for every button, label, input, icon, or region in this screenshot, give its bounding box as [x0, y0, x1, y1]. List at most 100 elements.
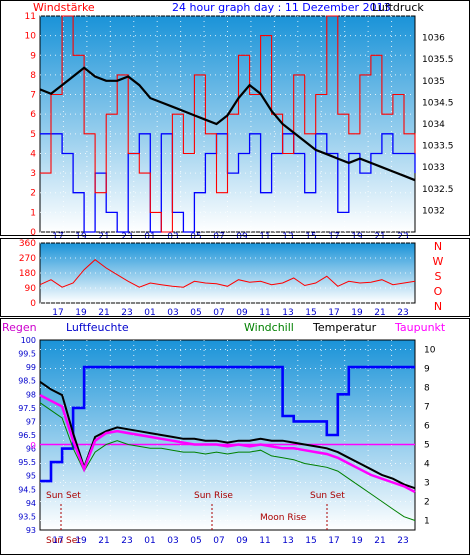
wind-axis-tick-label: 6: [30, 110, 36, 120]
x-tick-label: 09: [236, 536, 248, 546]
humidity-axis-tick-label: 94: [26, 499, 36, 508]
direction-axis-tick-label: 180: [19, 269, 36, 279]
humidity-axis-tick-label: 96: [26, 445, 36, 454]
x-tick-label: 19: [351, 536, 363, 546]
x-tick-label: 17: [52, 308, 63, 318]
direction-axis-tick-label: 360: [19, 239, 36, 249]
temperature-axis-tick-label: 1: [424, 517, 430, 527]
temperature-axis-tick-label: 9: [424, 365, 430, 375]
x-tick-label: 21: [98, 232, 109, 242]
dewpoint-series: [39, 393, 416, 494]
x-tick-label: 23: [397, 232, 408, 242]
pressure-axis-tick-label: 1035: [422, 77, 445, 87]
humidity-axis-tick-label: 98.5: [18, 377, 36, 386]
x-tick-label: 15: [305, 536, 316, 546]
legend-label: Temperatur: [312, 321, 377, 334]
wind-axis-tick-label: 2: [30, 189, 36, 199]
x-tick-label: 19: [351, 308, 363, 318]
x-tick-label: 21: [98, 536, 109, 546]
x-tick-label: 21: [374, 232, 385, 242]
legend-label: Taupunkt: [394, 321, 446, 334]
x-tick-label: 05: [190, 308, 201, 318]
x-tick-label: 15: [305, 308, 316, 318]
pressure-axis-tick-label: 1033: [422, 163, 445, 173]
x-tick-label: 01: [144, 232, 155, 242]
temperature-axis-tick-label: 6: [424, 422, 430, 432]
wind-direction-series: [39, 259, 416, 288]
x-tick-label: 17: [328, 308, 339, 318]
x-tick-label: 09: [236, 232, 248, 242]
x-tick-label: 13: [282, 232, 293, 242]
sun-moon-annotation: Sun Set: [310, 491, 345, 501]
wind-axis-tick-label: 8: [30, 71, 36, 81]
temperature-axis-tick-label: 4: [424, 460, 430, 470]
windchill-series: [39, 402, 416, 521]
pressure-axis-tick-label: 1036: [422, 34, 445, 44]
wind-axis-tick-label: 1: [30, 208, 36, 218]
humidity-axis-tick-label: 94.5: [18, 485, 36, 494]
sun-moon-annotation: Sun Rise: [194, 491, 233, 501]
x-tick-label: 07: [213, 232, 224, 242]
legend-label: Luftfeuchte: [66, 321, 129, 334]
x-tick-label: 01: [144, 308, 155, 318]
humidity-axis-tick-label: 99.5: [18, 350, 36, 359]
pressure-series: [39, 66, 416, 182]
x-tick-label: 17: [52, 536, 63, 546]
wind-axis-tick-label: 5: [30, 130, 36, 140]
x-tick-label: 05: [190, 232, 201, 242]
x-tick-label: 21: [98, 308, 109, 318]
x-tick-label: 19: [351, 232, 363, 242]
humidity-axis-tick-label: 100: [21, 336, 36, 345]
wind-direction-plot-area: [39, 242, 416, 304]
x-tick-label: 03: [167, 308, 178, 318]
temperature-axis-tick-label: 10: [424, 346, 436, 356]
wind-axis-tick-label: 9: [30, 51, 36, 61]
compass-label: N: [434, 300, 442, 313]
direction-axis-tick-label: 90: [25, 284, 37, 294]
x-tick-label: 11: [259, 536, 270, 546]
pressure-axis-tick-label: 1032: [422, 206, 445, 216]
humidity-axis-tick-label: 96.5: [18, 431, 36, 440]
temperature-axis-tick-label: 3: [424, 479, 430, 489]
x-tick-label: 13: [282, 308, 293, 318]
sun-moon-annotation: Sun Set: [46, 491, 81, 501]
pressure-axis-title: Luftdruck: [372, 1, 424, 14]
humidity-axis-tick-label: 97: [26, 417, 36, 426]
legend-label: Windchill: [244, 321, 294, 334]
x-tick-label: 17: [328, 232, 339, 242]
humidity-axis-tick-label: 93: [26, 526, 36, 535]
pressure-axis-tick-label: 1033.5: [422, 142, 454, 152]
pressure-axis-tick-label: 1032.5: [422, 185, 454, 195]
compass-label: W: [433, 255, 444, 268]
humidity-axis-tick-label: 95.5: [18, 458, 36, 467]
humidity-axis-tick-label: 95: [26, 472, 36, 481]
x-tick-label: 13: [282, 536, 293, 546]
chart-title: 24 hour graph day : 11 Dezember 2013: [172, 1, 391, 14]
temperature-series: [39, 380, 416, 490]
pressure-axis-tick-label: 1034.5: [422, 98, 454, 108]
sun-moon-annotation: Sun Set: [46, 536, 81, 546]
humidity-axis-tick-label: 97.5: [18, 404, 36, 413]
compass-label: O: [434, 285, 443, 298]
x-tick-label: 19: [75, 232, 87, 242]
temperature-axis-tick-label: 7: [424, 403, 430, 413]
x-tick-label: 23: [397, 536, 408, 546]
wind-axis-tick-label: 3: [30, 169, 36, 179]
x-tick-label: 03: [167, 232, 178, 242]
humidity-axis-tick-label: 99: [26, 363, 36, 372]
rain-zero-label: 0: [30, 442, 36, 452]
temperature-axis-tick-label: 8: [424, 384, 430, 394]
temperature-axis-tick-label: 2: [424, 498, 430, 508]
x-tick-label: 11: [259, 232, 270, 242]
x-tick-label: 03: [167, 536, 178, 546]
x-tick-label: 07: [213, 536, 224, 546]
x-tick-label: 23: [121, 232, 132, 242]
wind-axis-tick-label: 7: [30, 91, 36, 101]
humidity-series: [40, 365, 415, 483]
x-tick-label: 17: [52, 232, 63, 242]
x-tick-label: 17: [328, 536, 339, 546]
wind-axis-tick-label: 11: [25, 12, 36, 22]
sun-moon-annotation: Moon Rise: [260, 513, 307, 523]
